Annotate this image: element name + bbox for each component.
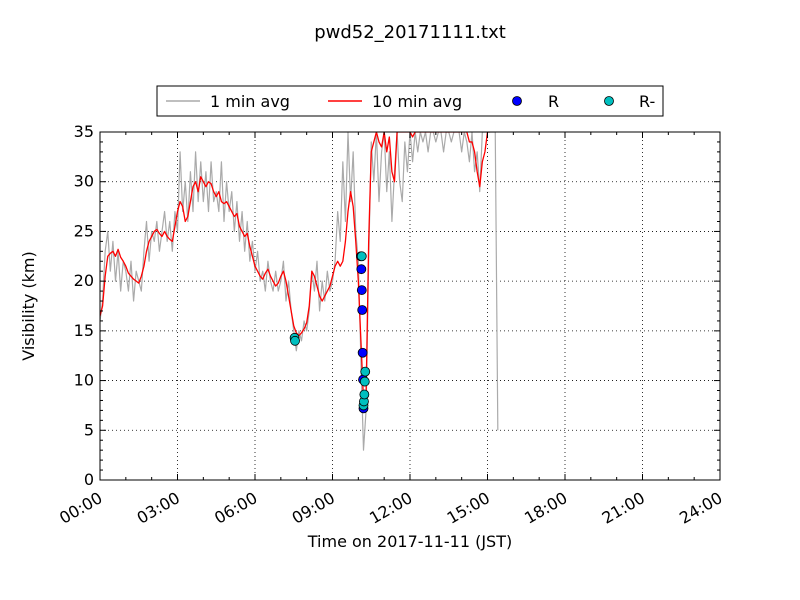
y-tick-label: 20	[74, 271, 94, 290]
plot-area	[100, 132, 499, 451]
series-line-10-min-avg	[100, 132, 491, 402]
point-r	[357, 347, 368, 358]
legend-marker-r	[512, 96, 522, 106]
x-axis-label: Time on 2017-11-11 (JST)	[307, 532, 512, 551]
legend-label-1-min-avg: 1 min avg	[210, 92, 290, 111]
y-tick-label: 25	[74, 221, 94, 240]
y-tick-label: 0	[84, 470, 94, 489]
legend-label-r-minus: R-	[639, 92, 655, 111]
legend-marker-r-minus	[604, 96, 614, 106]
y-tick-label: 15	[74, 321, 94, 340]
y-axis-label: Visibility (km)	[19, 251, 38, 360]
y-tick-label: 35	[74, 122, 94, 141]
point-r	[290, 335, 300, 346]
point-r	[356, 264, 367, 275]
y-tick-label: 10	[74, 371, 94, 390]
point-r	[359, 376, 370, 387]
chart-title: pwd52_20171111.txt	[314, 22, 506, 43]
y-tick-label: 5	[84, 420, 94, 439]
point-r	[356, 251, 367, 262]
point-r	[359, 389, 370, 400]
point-r	[360, 366, 371, 377]
point-r	[357, 305, 368, 315]
legend-label-10-min-avg: 10 min avg	[372, 92, 462, 111]
point-r	[356, 285, 367, 295]
legend: 1 min avg 10 min avg R R-	[156, 85, 664, 117]
series-line-1-min-avg	[100, 132, 499, 451]
grid-lines	[100, 132, 720, 480]
legend-box	[156, 85, 664, 117]
y-tick-label: 30	[74, 172, 94, 191]
legend-label-r: R	[548, 92, 559, 111]
